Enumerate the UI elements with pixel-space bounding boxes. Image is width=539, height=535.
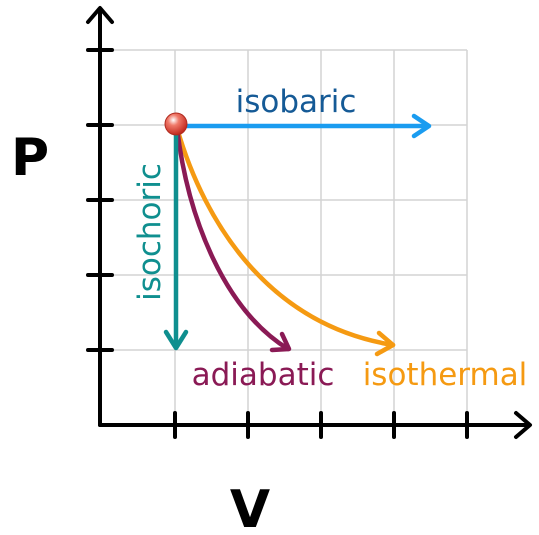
x-axis bbox=[98, 411, 532, 439]
y-axis-label: P bbox=[11, 128, 49, 188]
y-axis bbox=[86, 6, 114, 427]
isothermal-curve bbox=[174, 125, 396, 357]
isobaric-label: isobaric bbox=[236, 84, 357, 120]
adiabatic-label: adiabatic bbox=[192, 357, 335, 393]
isobaric-arrow bbox=[174, 113, 432, 139]
x-axis-label: V bbox=[230, 480, 270, 535]
state-point bbox=[164, 112, 188, 136]
isochoric-arrow bbox=[163, 125, 189, 351]
isochoric-label: isochoric bbox=[132, 163, 168, 301]
isothermal-label: isothermal bbox=[363, 357, 528, 393]
grid bbox=[100, 49, 468, 425]
adiabatic-curve bbox=[174, 125, 292, 353]
